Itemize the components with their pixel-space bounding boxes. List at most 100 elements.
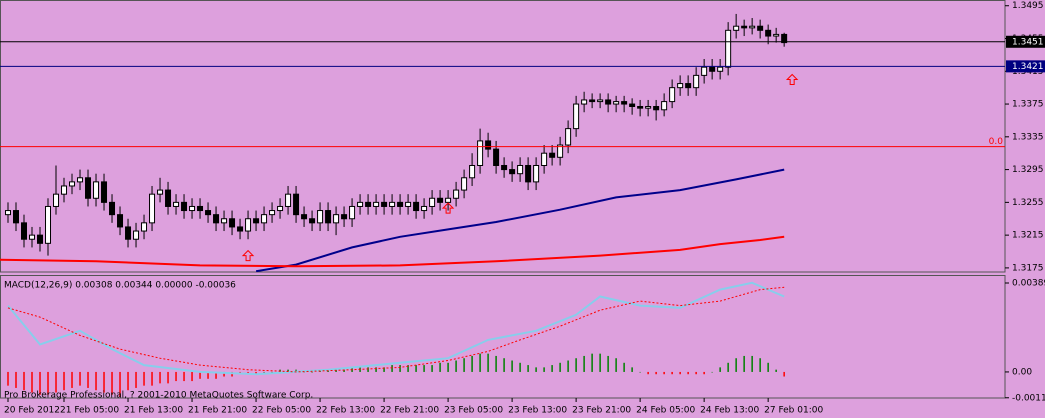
histogram-bar — [543, 367, 545, 372]
candle-body — [381, 201, 388, 207]
histogram-bar — [455, 360, 457, 372]
candle-body — [133, 230, 140, 240]
signal-arrow — [785, 73, 799, 85]
histogram-bar — [623, 362, 625, 372]
candle-body — [565, 128, 572, 146]
candle-body — [61, 185, 68, 195]
histogram-bar — [767, 362, 769, 372]
histogram-bar — [583, 355, 585, 372]
candle-body — [285, 193, 292, 207]
histogram-bar — [135, 371, 137, 388]
candle-body — [45, 205, 52, 244]
histogram-bar — [783, 371, 785, 377]
histogram-bar — [311, 371, 313, 373]
histogram-bar — [199, 371, 201, 379]
histogram-bar — [103, 371, 105, 393]
candle-body — [109, 201, 116, 216]
histogram-bar — [215, 371, 217, 379]
candle-body — [325, 210, 332, 224]
candle-body — [245, 218, 252, 232]
histogram-bar — [759, 358, 761, 372]
histogram-bar — [15, 371, 17, 388]
indicator-line — [7, 281, 785, 376]
histogram-bar — [735, 358, 737, 372]
histogram-bar — [31, 371, 33, 393]
histogram-bar — [415, 365, 417, 372]
axes: 1.34951.34551.34151.33751.33351.32951.32… — [4, 1, 1045, 416]
histogram-bar — [111, 371, 113, 395]
x-tick-label: 21 Feb 21:00 — [188, 406, 247, 416]
histogram-bar — [367, 367, 369, 372]
histogram-bar — [39, 371, 41, 395]
candle-body — [733, 25, 740, 31]
histogram-bar — [343, 369, 345, 372]
candle-body — [573, 103, 580, 130]
candle-body — [373, 201, 380, 207]
candle-body — [621, 101, 628, 105]
candle-body — [749, 25, 756, 29]
histogram-bar — [671, 371, 673, 375]
histogram-bar — [663, 371, 665, 375]
candle-body — [429, 197, 436, 207]
candle-body — [485, 140, 492, 150]
y-tick-label: 1.3175 — [1012, 263, 1044, 273]
candle-body — [525, 164, 532, 183]
histogram-bar — [271, 371, 273, 373]
candle-body — [5, 210, 12, 216]
candle-body — [509, 169, 516, 175]
histogram-bar — [287, 369, 289, 372]
macd-plot — [7, 281, 785, 398]
histogram-bar — [567, 360, 569, 372]
histogram-bar — [375, 367, 377, 372]
candle-body — [557, 144, 564, 158]
histogram-bar — [7, 371, 9, 386]
level-name: 0.0 — [989, 137, 1004, 147]
y-tick-label: 1.3335 — [1012, 132, 1044, 142]
candle-body — [181, 201, 188, 212]
candle-body — [53, 193, 60, 207]
candle-body — [421, 205, 428, 212]
candle-body — [741, 25, 748, 29]
candle-body — [37, 234, 44, 244]
candle-body — [293, 193, 300, 216]
histogram-bar — [631, 367, 633, 372]
histogram-bar — [695, 371, 697, 375]
candle-body — [77, 177, 84, 183]
x-tick-label: 24 Feb 05:00 — [636, 406, 695, 416]
indicator-title: MACD(12,26,9) 0.00308 0.00344 0.00000 -0… — [4, 281, 236, 291]
histogram-bar — [127, 371, 129, 391]
candle-body — [693, 74, 700, 89]
y-tick-label: 1.3375 — [1012, 100, 1044, 110]
histogram-bar — [527, 365, 529, 372]
histogram-bar — [535, 367, 537, 372]
histogram-bar — [167, 371, 169, 384]
candle-body — [437, 197, 444, 203]
candle-body — [637, 106, 644, 109]
candle-body — [413, 201, 420, 212]
candle-body — [773, 33, 780, 37]
histogram-bar — [647, 371, 649, 375]
histogram-bar — [471, 355, 473, 372]
histogram-bar — [519, 362, 521, 372]
histogram-bar — [775, 369, 777, 372]
x-tick-label: 27 Feb 01:00 — [764, 406, 823, 416]
histogram-bar — [599, 353, 601, 372]
x-tick-label: 24 Feb 13:00 — [700, 406, 759, 416]
candle-body — [605, 99, 612, 105]
candle-body — [261, 214, 268, 224]
candle-body — [149, 193, 156, 224]
candle-body — [541, 152, 548, 166]
x-tick-label: 23 Feb 21:00 — [572, 406, 631, 416]
candle-body — [709, 66, 716, 72]
histogram-bar — [559, 362, 561, 372]
candle-body — [461, 177, 468, 191]
candle-body — [501, 164, 508, 171]
candle-body — [197, 205, 204, 212]
signal-arrow — [441, 202, 455, 214]
candle-body — [597, 99, 604, 103]
candle-body — [477, 140, 484, 166]
candle-body — [349, 205, 356, 220]
histogram-bar — [399, 365, 401, 372]
histogram-bar — [655, 371, 657, 375]
price-panel — [0, 0, 1006, 273]
